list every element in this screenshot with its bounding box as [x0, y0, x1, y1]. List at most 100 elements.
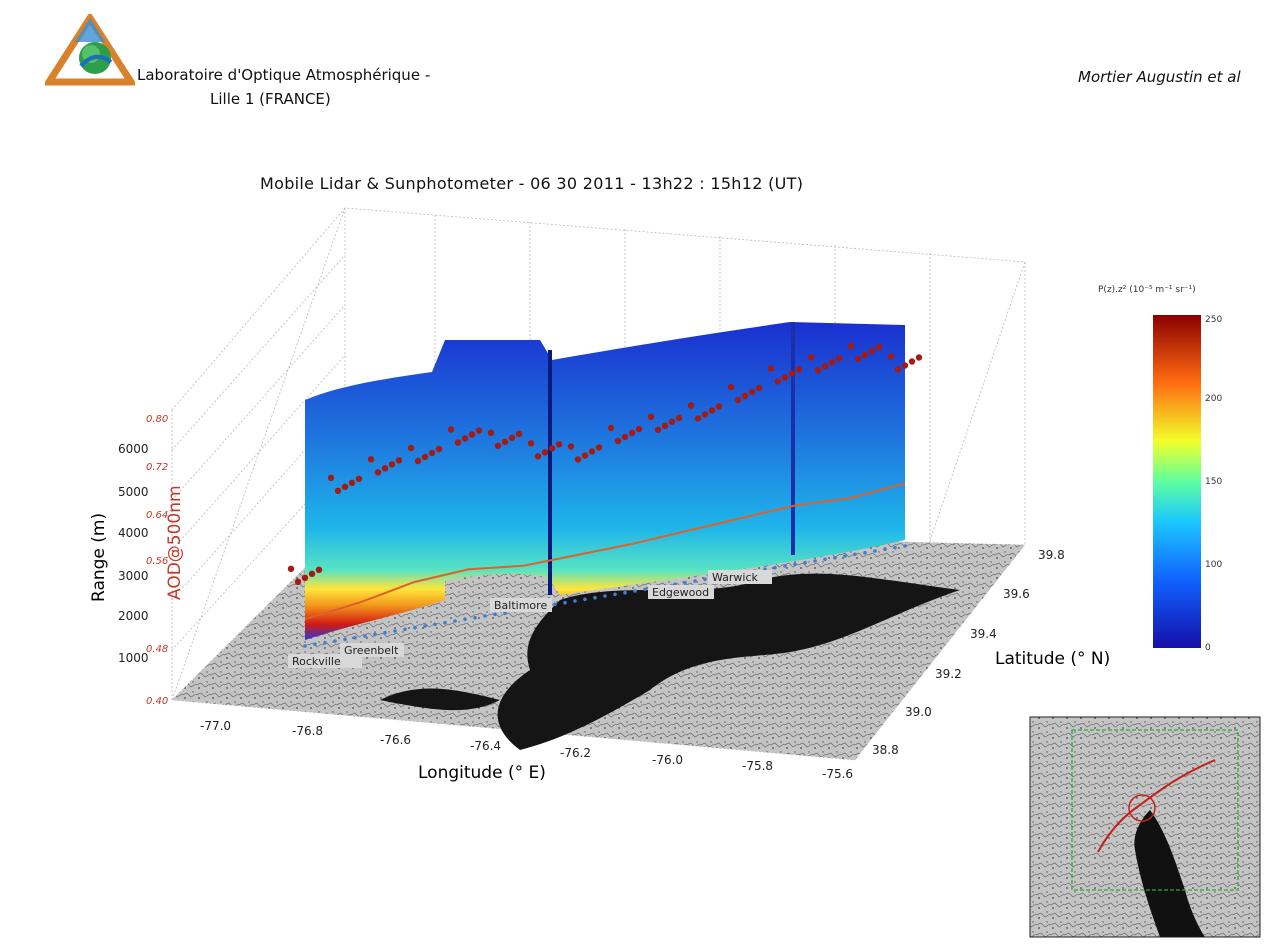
city-label-greenbelt: Greenbelt [344, 644, 399, 657]
track-dot [793, 562, 797, 567]
track-dot [403, 627, 407, 632]
potomac-river [380, 688, 500, 711]
longitude-axis-label: Longitude (° E) [418, 763, 546, 783]
track-dot [553, 602, 557, 607]
aod-point [635, 425, 643, 433]
inset-map [1029, 716, 1261, 938]
aod-point [887, 353, 895, 360]
aod-point [654, 426, 662, 433]
aod-point [828, 359, 836, 366]
aod-point [341, 483, 349, 490]
aod-point [915, 354, 923, 361]
lab-name-line1: Laboratoire d'Optique Atmosphérique - [137, 66, 431, 84]
aod-point [668, 418, 676, 425]
inset-bay [1134, 810, 1205, 937]
lon-tick: -75.6 [822, 767, 853, 781]
aod-point [847, 342, 855, 350]
aod-point [494, 442, 502, 449]
aod-point [315, 566, 323, 573]
colorbar-tick: 250 [1205, 315, 1222, 325]
author-credit: Mortier Augustin et al [1078, 68, 1241, 86]
aod-point [908, 358, 916, 365]
aod-tick: 0.40 [146, 696, 168, 707]
aod-point [508, 434, 516, 441]
aod-point [388, 461, 396, 468]
aod-point [581, 452, 589, 459]
track-dot [353, 635, 357, 640]
aod-point [308, 570, 316, 577]
latitude-axis: 38.8 39.0 39.2 39.4 39.6 39.8 [872, 548, 1065, 757]
aod-point [454, 439, 462, 446]
aod-point [621, 433, 629, 441]
range-tick: 3000 [118, 569, 149, 583]
colorbar-label: P(z).z² (10⁻⁵ m⁻¹ sr⁻¹) [1098, 285, 1196, 295]
aod-tick: 0.48 [146, 644, 168, 655]
aod-point [541, 449, 549, 456]
aod-point [374, 469, 382, 476]
lat-tick: 39.8 [1038, 548, 1065, 562]
aod-point [894, 366, 902, 373]
track-dot [443, 620, 447, 625]
aod-point [555, 441, 563, 448]
range-tick: 4000 [118, 526, 149, 540]
colorbar-tick: 100 [1205, 560, 1222, 570]
aod-point [734, 396, 742, 404]
lon-tick: -75.8 [742, 759, 773, 773]
track-dot [333, 639, 337, 643]
aod-point [767, 365, 775, 372]
aod-point [428, 449, 436, 457]
aod-point [774, 378, 782, 385]
track-dot [843, 554, 847, 558]
track-dot [813, 559, 817, 563]
aod-point [395, 457, 403, 464]
lon-tick: -76.6 [380, 733, 411, 747]
range-axis: 1000 2000 3000 4000 5000 6000 [118, 442, 149, 665]
aod-point [595, 444, 603, 451]
track-dot [803, 560, 807, 565]
track-dot [893, 545, 897, 550]
track-dot [433, 622, 437, 627]
range-tick: 6000 [118, 442, 149, 456]
aod-point [447, 426, 455, 433]
aod-axis: 0.40 0.48 0.56 0.64 0.72 0.80 [146, 414, 168, 707]
chart-title: Mobile Lidar & Sunphotometer - 06 30 201… [260, 174, 804, 193]
track-dot [783, 564, 787, 568]
aod-point [647, 413, 655, 420]
track-dot [343, 637, 347, 642]
track-dot [833, 555, 837, 560]
aod-point [861, 351, 869, 359]
aod-point [727, 383, 735, 391]
range-tick: 1000 [118, 651, 149, 665]
track-dot [903, 544, 907, 548]
track-dot [823, 557, 827, 562]
aod-point [694, 415, 702, 422]
chesapeake-bay [497, 573, 960, 750]
track-dot [363, 634, 367, 638]
lat-tick: 39.2 [935, 667, 962, 681]
inset-bbox [1071, 729, 1239, 891]
lat-tick: 39.4 [970, 627, 997, 641]
aod-point [795, 366, 803, 373]
aod-point [628, 429, 636, 437]
aod-point [687, 402, 695, 409]
track-dot [383, 630, 387, 635]
aod-point [487, 429, 495, 436]
boundary-layer-line [304, 482, 906, 621]
longitude-axis: -77.0 -76.8 -76.6 -76.4 -76.2 -76.0 -75.… [200, 719, 853, 781]
track-dot [563, 600, 567, 605]
aod-point [807, 354, 815, 361]
aod-tick: 0.64 [146, 510, 168, 521]
aod-point [501, 438, 509, 445]
lon-tick: -76.0 [652, 753, 683, 767]
track-dot [703, 577, 707, 582]
aod-point [355, 475, 363, 482]
aod-point [868, 347, 876, 355]
track-dot [853, 552, 857, 557]
track-dot [373, 632, 377, 637]
aod-point [548, 445, 556, 452]
track-dot [583, 597, 587, 602]
lat-tick: 39.6 [1003, 587, 1030, 601]
aod-point [788, 370, 796, 377]
aod-point [708, 407, 716, 414]
